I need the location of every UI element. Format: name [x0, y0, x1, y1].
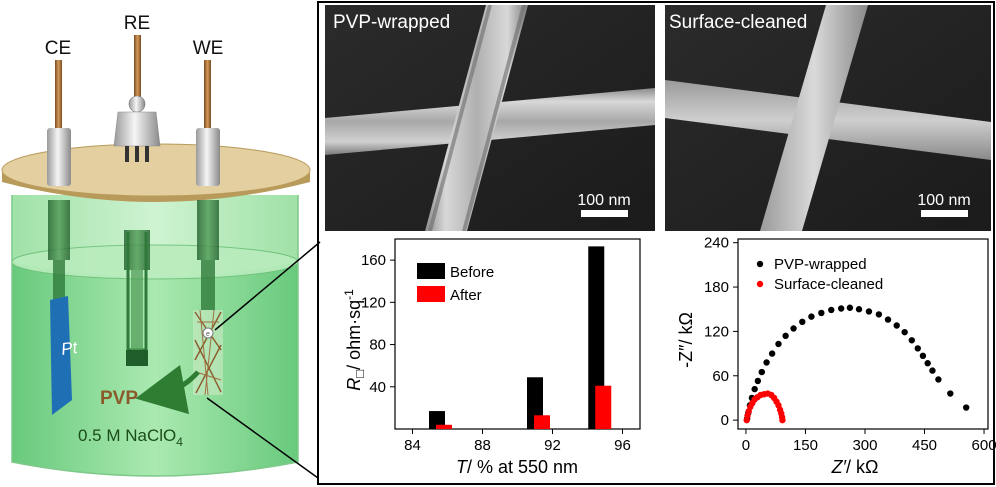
bar-y-tick-label: 120 — [361, 294, 386, 311]
pvp-wrapped-point — [908, 337, 916, 344]
pvp-wrapped-point — [865, 308, 873, 315]
pvp-wrapped-point — [919, 352, 927, 360]
pvp-wrapped-point — [884, 316, 892, 323]
pt-label: Pt — [60, 338, 80, 359]
pvp-wrapped-point — [855, 306, 863, 313]
pvp-wrapped-point — [782, 332, 789, 340]
re-label: RE — [124, 13, 150, 34]
sem-left-scale-label: 100 nm — [577, 192, 630, 209]
pvp-wrapped-point — [808, 313, 815, 320]
bar-before — [429, 411, 445, 429]
pvp-wrapped-point — [846, 304, 854, 311]
sem-image-surface-cleaned — [665, 5, 991, 231]
nyquist-y-axis-label: -Z″/ kΩ — [676, 312, 696, 368]
pvp-wrapped-point — [875, 311, 883, 318]
bar-x-tick-label: 84 — [404, 437, 421, 454]
bar-x-tick-label: 96 — [614, 437, 631, 454]
pvp-wrapped-point — [754, 377, 762, 385]
sem-right-scale-label: 100 nm — [917, 192, 970, 209]
pvp-label: PVP — [100, 388, 138, 409]
bar-after — [595, 385, 612, 429]
bar-x-tick-label: 92 — [544, 437, 561, 454]
pvp-wrapped-point — [935, 376, 942, 383]
nyquist-x-tick-label: 150 — [793, 437, 818, 454]
pvp-wrapped-point — [751, 385, 758, 393]
legend-pvp-wrapped-marker — [756, 260, 764, 268]
sem-right-scale-bar — [921, 210, 968, 217]
bar-after — [534, 415, 550, 429]
zoom-line-top — [214, 241, 321, 331]
surface-cleaned-point — [779, 416, 786, 424]
nyquist-x-tick-label: 600 — [972, 437, 996, 454]
beaker-outline — [11, 195, 299, 477]
bar-plot-frame — [394, 238, 641, 430]
impedance-nyquist-plot: 0 150 300 450 600 0 60 120 180 240 PVP-wrapped Su… — [676, 235, 996, 477]
bar-y-tick-label: 40 — [369, 379, 386, 396]
pvp-wrapped-point — [893, 322, 900, 329]
bar-after — [436, 424, 452, 429]
legend-after-swatch — [417, 286, 445, 302]
bar-x-axis-label: T/ % at 550 nm — [456, 457, 578, 477]
legend-before-label: Before — [450, 264, 494, 281]
legend-surface-cleaned-label: Surface-cleaned — [774, 276, 883, 293]
pvp-wrapped-point — [768, 350, 776, 357]
pvp-wrapped-point — [901, 328, 908, 336]
legend-after-label: After — [450, 287, 482, 304]
bar-y-tick-label: 80 — [369, 337, 386, 354]
silver-nanowire-mesh-icon: e — [193, 309, 223, 396]
pt-electrode-plate — [50, 296, 72, 415]
bar-y-axis-label: R□/ ohm·sq-1 — [342, 289, 367, 391]
sheet-resistance-bar-chart: 84 88 92 96 40 80 120 160 Before After T/ % at … — [342, 238, 641, 477]
legend-pvp-wrapped-label: PVP-wrapped — [774, 256, 867, 273]
pvp-wrapped-point — [790, 325, 797, 332]
electrolyte-label: 0.5 M NaClO4 — [78, 426, 183, 449]
pvp-wrapped-point — [962, 404, 970, 411]
nyquist-y-tick-label: 240 — [704, 235, 729, 252]
sem-right-label: Surface-cleaned — [669, 12, 807, 33]
zoom-line-bottom — [206, 397, 319, 479]
nyquist-x-tick-label: 450 — [912, 437, 937, 454]
pvp-wrapped-point — [924, 360, 931, 367]
pvp-wrapped-point — [818, 309, 825, 317]
pvp-wrapped-point — [758, 368, 766, 376]
legend-before-swatch — [417, 263, 445, 279]
bar-x-tick-label: 88 — [474, 437, 491, 454]
panel-frame — [317, 1, 995, 485]
pvp-wrapped-point — [914, 345, 921, 352]
pvp-wrapped-point — [775, 340, 782, 348]
pvp-release-arrow-icon — [135, 364, 200, 415]
nyquist-x-tick-label: 300 — [852, 437, 877, 454]
ce-label: CE — [45, 38, 71, 59]
bar-y-tick-label: 160 — [361, 252, 386, 269]
pvp-wrapped-point — [799, 318, 806, 326]
pvp-wrapped-point — [837, 305, 845, 312]
nyquist-x-axis-label: Z′/ kΩ — [831, 457, 879, 477]
sem-left-scale-bar — [581, 210, 628, 217]
nyquist-y-tick-label: 60 — [712, 368, 729, 385]
pvp-wrapped-point — [763, 359, 770, 366]
electrochemical-cell: e — [1, 35, 311, 477]
nyquist-y-tick-label: 120 — [704, 323, 729, 340]
working-electrode: e — [193, 60, 223, 396]
pvp-wrapped-point — [828, 306, 835, 314]
reference-electrode — [113, 35, 161, 366]
nyquist-y-tick-label: 180 — [704, 279, 729, 296]
sem-left-label: PVP-wrapped — [333, 12, 450, 33]
sem-image-pvp-wrapped — [325, 5, 655, 231]
we-label: WE — [193, 38, 224, 59]
nyquist-y-tick-label: 0 — [721, 412, 729, 429]
legend-surface-cleaned-marker — [756, 280, 764, 288]
nyquist-x-tick-label: 0 — [742, 437, 750, 454]
svg-text:e: e — [206, 331, 210, 338]
bar-before — [588, 246, 605, 429]
pvp-wrapped-point — [947, 390, 954, 397]
counter-electrode — [47, 60, 72, 415]
nyquist-plot-frame — [737, 238, 989, 430]
pvp-wrapped-point — [929, 367, 936, 374]
